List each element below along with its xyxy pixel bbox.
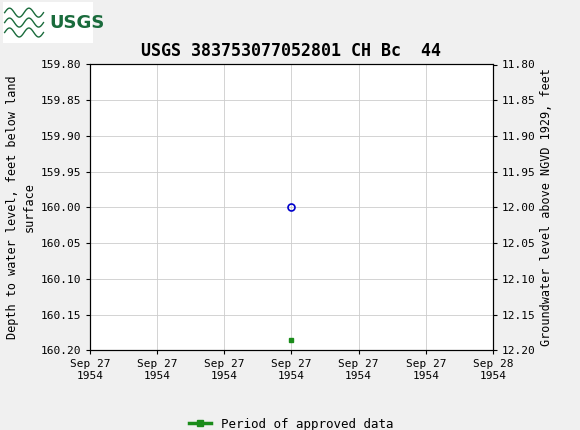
Bar [3,2,93,43]
Y-axis label: Depth to water level, feet below land
surface: Depth to water level, feet below land su… [6,76,36,339]
Title: USGS 383753077052801 CH Bc  44: USGS 383753077052801 CH Bc 44 [142,42,441,60]
Y-axis label: Groundwater level above NGVD 1929, feet: Groundwater level above NGVD 1929, feet [540,68,553,347]
Legend: Period of approved data: Period of approved data [184,413,399,430]
Text: USGS: USGS [49,14,104,31]
